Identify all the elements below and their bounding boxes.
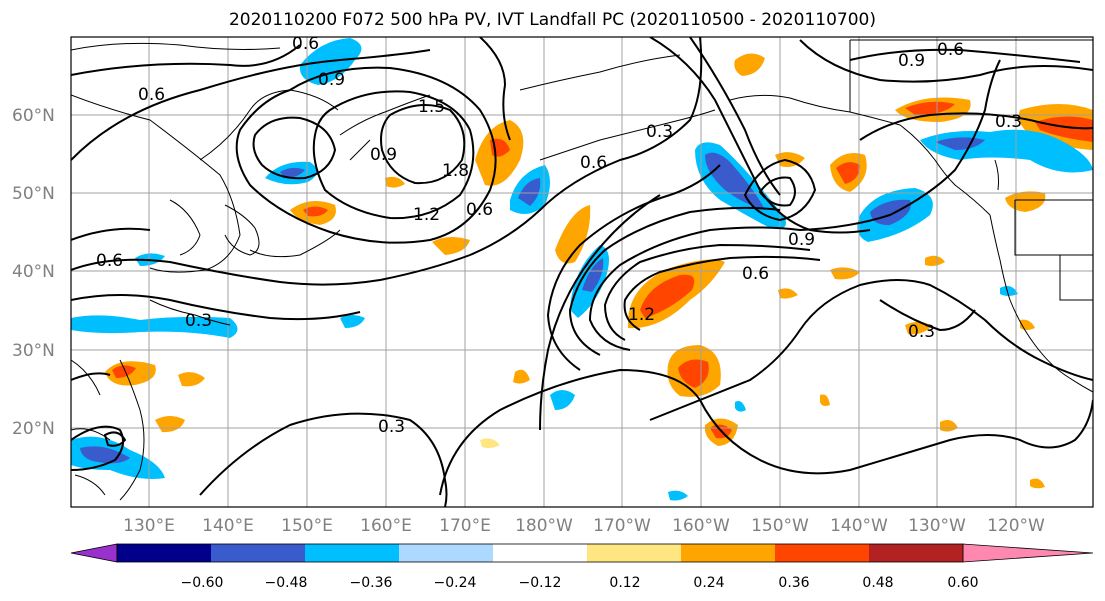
- negative-anomaly-shading: [71, 38, 1093, 501]
- colorbar-segment: [869, 544, 964, 562]
- contour-label: 0.9: [898, 51, 925, 71]
- contour-label: 0.6: [742, 264, 769, 284]
- lon-label: 130°W: [908, 516, 966, 536]
- colorbar-segment: [305, 544, 400, 562]
- lat-label: 50°N: [12, 184, 55, 204]
- contour-label: 0.6: [937, 40, 964, 60]
- lon-label: 170°E: [439, 516, 491, 536]
- colorbar-tick-label: 0.12: [609, 575, 640, 591]
- colorbar-tick-label: 0.48: [862, 575, 893, 591]
- contour-label: 0.6: [138, 85, 165, 105]
- colorbar-tick-label: −0.36: [350, 575, 393, 591]
- lon-label: 170°W: [593, 516, 651, 536]
- lon-label: 120°W: [987, 516, 1045, 536]
- colorbar-outline: [116, 543, 964, 563]
- colorbar-segment: [775, 544, 870, 562]
- contour-label: 0.9: [318, 70, 345, 90]
- contour-label: 0.9: [788, 230, 815, 250]
- contour-label: 0.6: [96, 251, 123, 271]
- contour-label: 0.3: [908, 322, 935, 342]
- lon-label: 160°E: [360, 516, 412, 536]
- colorbar-extend-max: [962, 543, 1094, 563]
- lon-label: 150°E: [281, 516, 333, 536]
- colorbar-segment: [117, 544, 212, 562]
- positive-anomaly-shading: [105, 53, 1093, 489]
- lat-label: 30°N: [12, 341, 55, 361]
- contour-label: 1.5: [418, 97, 445, 117]
- colorbar-tick-label: −0.48: [265, 575, 308, 591]
- colorbar-tick-label: −0.12: [519, 575, 562, 591]
- contour-label: 1.8: [442, 161, 469, 181]
- map-border: [70, 36, 1094, 508]
- lon-label: 180°W: [515, 516, 573, 536]
- lat-label: 60°N: [12, 106, 55, 126]
- colorbar-segment: [399, 544, 494, 562]
- colorbar-segment: [681, 544, 776, 562]
- contour-label: 0.6: [580, 153, 607, 173]
- contour-label: 0.6: [292, 34, 319, 54]
- lon-label: 130°E: [123, 516, 175, 536]
- contour-label: 0.6: [466, 200, 493, 220]
- colorbar-segment: [587, 544, 682, 562]
- latitude-labels: 60°N 50°N 40°N 30°N 20°N: [12, 106, 55, 439]
- lon-label: 150°W: [751, 516, 809, 536]
- colorbar-extend-min: [70, 543, 118, 563]
- contour-lines: [71, 37, 1093, 507]
- longitude-labels: 130°E 140°E 150°E 160°E 170°E 180°W 170°…: [123, 516, 1045, 536]
- contour-label: 1.2: [628, 305, 655, 325]
- lon-label: 160°W: [672, 516, 730, 536]
- lon-label: 140°E: [202, 516, 254, 536]
- contour-label: 0.9: [370, 145, 397, 165]
- contour-label-group: 0.6 0.9 0.6 1.5 0.9 1.8 1.2 0.6 0.6 0.3 …: [96, 34, 1022, 437]
- colorbar-tick-label: −0.60: [181, 575, 224, 591]
- contour-label: 0.3: [378, 417, 405, 437]
- graticule: [71, 37, 1093, 507]
- colorbar-segment: [211, 544, 306, 562]
- map-title: 2020110200 F072 500 hPa PV, IVT Landfall…: [228, 10, 876, 30]
- colorbar: −0.60 −0.48 −0.36 −0.24 −0.12 0.12 0.24 …: [70, 543, 1094, 591]
- colorbar-tick-label: 0.60: [947, 575, 978, 591]
- lon-label: 140°W: [830, 516, 888, 536]
- contour-label: 0.3: [995, 112, 1022, 132]
- contour-label: 0.3: [646, 122, 673, 142]
- colorbar-segment: [493, 544, 588, 562]
- lat-label: 20°N: [12, 419, 55, 439]
- colorbar-tick-label: 0.36: [778, 575, 809, 591]
- contour-label: 1.2: [413, 205, 440, 225]
- colorbar-tick-label: −0.24: [434, 575, 477, 591]
- contour-label: 0.3: [185, 311, 212, 331]
- lat-label: 40°N: [12, 262, 55, 282]
- colorbar-tick-label: 0.24: [693, 575, 724, 591]
